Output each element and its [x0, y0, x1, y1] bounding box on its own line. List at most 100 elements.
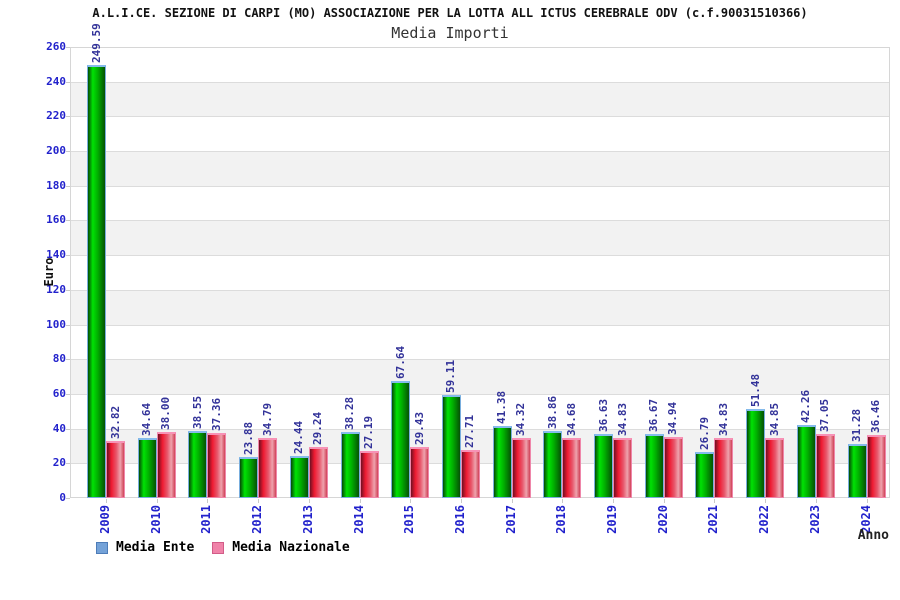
bar-value-label: 59.11 [444, 360, 458, 394]
bar-media-nazionale-2012 [258, 437, 278, 498]
x-tick-label-2014: 2014 [351, 505, 366, 534]
bar-media-nazionale-2019 [613, 437, 632, 498]
bar-value-label: 41.38 [495, 391, 509, 425]
chart-subtitle: Media Importi [391, 24, 509, 42]
bar-value-label: 37.05 [818, 398, 832, 432]
x-tick-mark [511, 499, 513, 503]
x-tick-mark [410, 499, 412, 503]
bar-value-label: 38.00 [159, 396, 173, 431]
bar-value-label: 36.67 [647, 399, 661, 433]
x-tick-label-2018: 2018 [554, 505, 569, 534]
x-tick-label-2012: 2012 [250, 505, 265, 534]
bar-value-label: 26.79 [697, 416, 711, 450]
x-tick-label-2017: 2017 [503, 505, 518, 534]
legend: Media Ente Media Nazionale [96, 540, 368, 555]
plot-band [70, 289, 890, 325]
bar-media-ente-2018 [543, 430, 563, 498]
bar-media-ente-2015 [391, 380, 411, 498]
x-tick-label-2019: 2019 [605, 505, 619, 534]
x-tick-mark [106, 499, 107, 503]
bar-value-label: 23.88 [241, 421, 255, 455]
y-tick-mark [66, 463, 70, 465]
x-tick-label-2013: 2013 [300, 505, 315, 534]
x-tick-label-2020: 2020 [655, 505, 670, 534]
bar-media-ente-2009 [87, 65, 106, 498]
bar-value-label: 36.46 [869, 399, 882, 433]
x-tick-mark [714, 499, 716, 503]
bar-media-nazionale-2014 [359, 450, 379, 498]
bar-value-label: 38.55 [190, 396, 204, 430]
y-tick-mark [66, 289, 70, 291]
gridline [70, 151, 890, 153]
y-tick-label-0: 0 [59, 491, 66, 504]
x-tick-mark [156, 499, 158, 503]
bar-media-nazionale-2021 [714, 437, 734, 498]
bar-value-label: 34.85 [767, 402, 781, 436]
y-tick-label-100: 100 [46, 317, 66, 331]
y-tick-label-140: 140 [46, 248, 66, 262]
y-tick-mark [66, 220, 70, 222]
plot-band [70, 220, 890, 256]
x-tick-label-2010: 2010 [148, 505, 163, 534]
bar-value-label: 34.68 [564, 402, 578, 436]
y-tick-label-40: 40 [52, 421, 66, 435]
y-tick-mark [66, 498, 70, 499]
bar-media-ente-2010 [137, 437, 157, 498]
gridline [70, 359, 890, 361]
gridline [70, 428, 890, 430]
bar-value-label: 38.28 [343, 396, 356, 430]
legend-item-media-nazionale: Media Nazionale [212, 540, 350, 555]
bar-media-ente-2023 [796, 424, 816, 498]
legend-swatch-media-ente [96, 541, 108, 554]
bar-media-ente-2014 [340, 431, 360, 498]
bar-value-label: 34.32 [514, 403, 528, 437]
bar-media-nazionale-2010 [156, 432, 176, 498]
bar-media-nazionale-2017 [511, 438, 531, 498]
y-tick-mark [66, 428, 70, 430]
legend-label-media-ente: Media Ente [116, 540, 195, 555]
bar-media-ente-2012 [239, 456, 259, 498]
y-tick-label-180: 180 [46, 178, 66, 192]
y-tick-mark [66, 185, 70, 187]
bar-media-nazionale-2009 [106, 441, 125, 498]
y-tick-mark [66, 359, 70, 361]
x-tick-label-2021: 2021 [706, 505, 721, 534]
gridline [70, 393, 890, 395]
y-tick-mark [66, 324, 70, 326]
y-tick-label-60: 60 [52, 386, 66, 400]
y-tick-label-80: 80 [52, 352, 66, 366]
x-tick-mark [815, 499, 817, 503]
x-tick-mark [866, 499, 868, 503]
legend-item-media-ente: Media Ente [96, 540, 194, 555]
y-tick-label-260: 260 [46, 40, 66, 53]
chart-title: A.L.I.CE. SEZIONE DI CARPI (MO) ASSOCIAZ… [92, 6, 808, 20]
bar-value-label: 34.79 [260, 402, 274, 436]
x-tick-mark [613, 499, 614, 503]
bar-media-nazionale-2016 [460, 449, 480, 498]
bar-media-ente-2022 [746, 408, 766, 498]
bar-value-label: 36.63 [596, 399, 610, 433]
bar-value-label: 34.94 [666, 402, 680, 436]
x-tick-label-2022: 2022 [757, 505, 772, 534]
y-tick-label-220: 220 [46, 109, 66, 123]
gridline [70, 220, 890, 222]
bar-value-label: 34.83 [615, 402, 629, 436]
bar-value-label: 31.28 [850, 408, 863, 442]
x-tick-mark [663, 499, 665, 503]
bar-media-ente-2024 [847, 443, 867, 498]
bar-value-label: 34.64 [140, 402, 154, 436]
y-tick-mark [66, 151, 70, 153]
plot-band [70, 151, 890, 186]
gridline [70, 289, 890, 291]
gridline [70, 255, 890, 257]
x-tick-mark [207, 499, 209, 503]
bar-value-label: 51.48 [748, 373, 762, 407]
gridline [70, 463, 890, 465]
gridline [70, 185, 890, 187]
bar-media-nazionale-2020 [663, 437, 683, 498]
bar-media-nazionale-2015 [410, 446, 430, 498]
y-tick-label-20: 20 [52, 456, 66, 470]
bar-media-ente-2019 [594, 434, 613, 498]
x-tick-mark [258, 499, 260, 503]
